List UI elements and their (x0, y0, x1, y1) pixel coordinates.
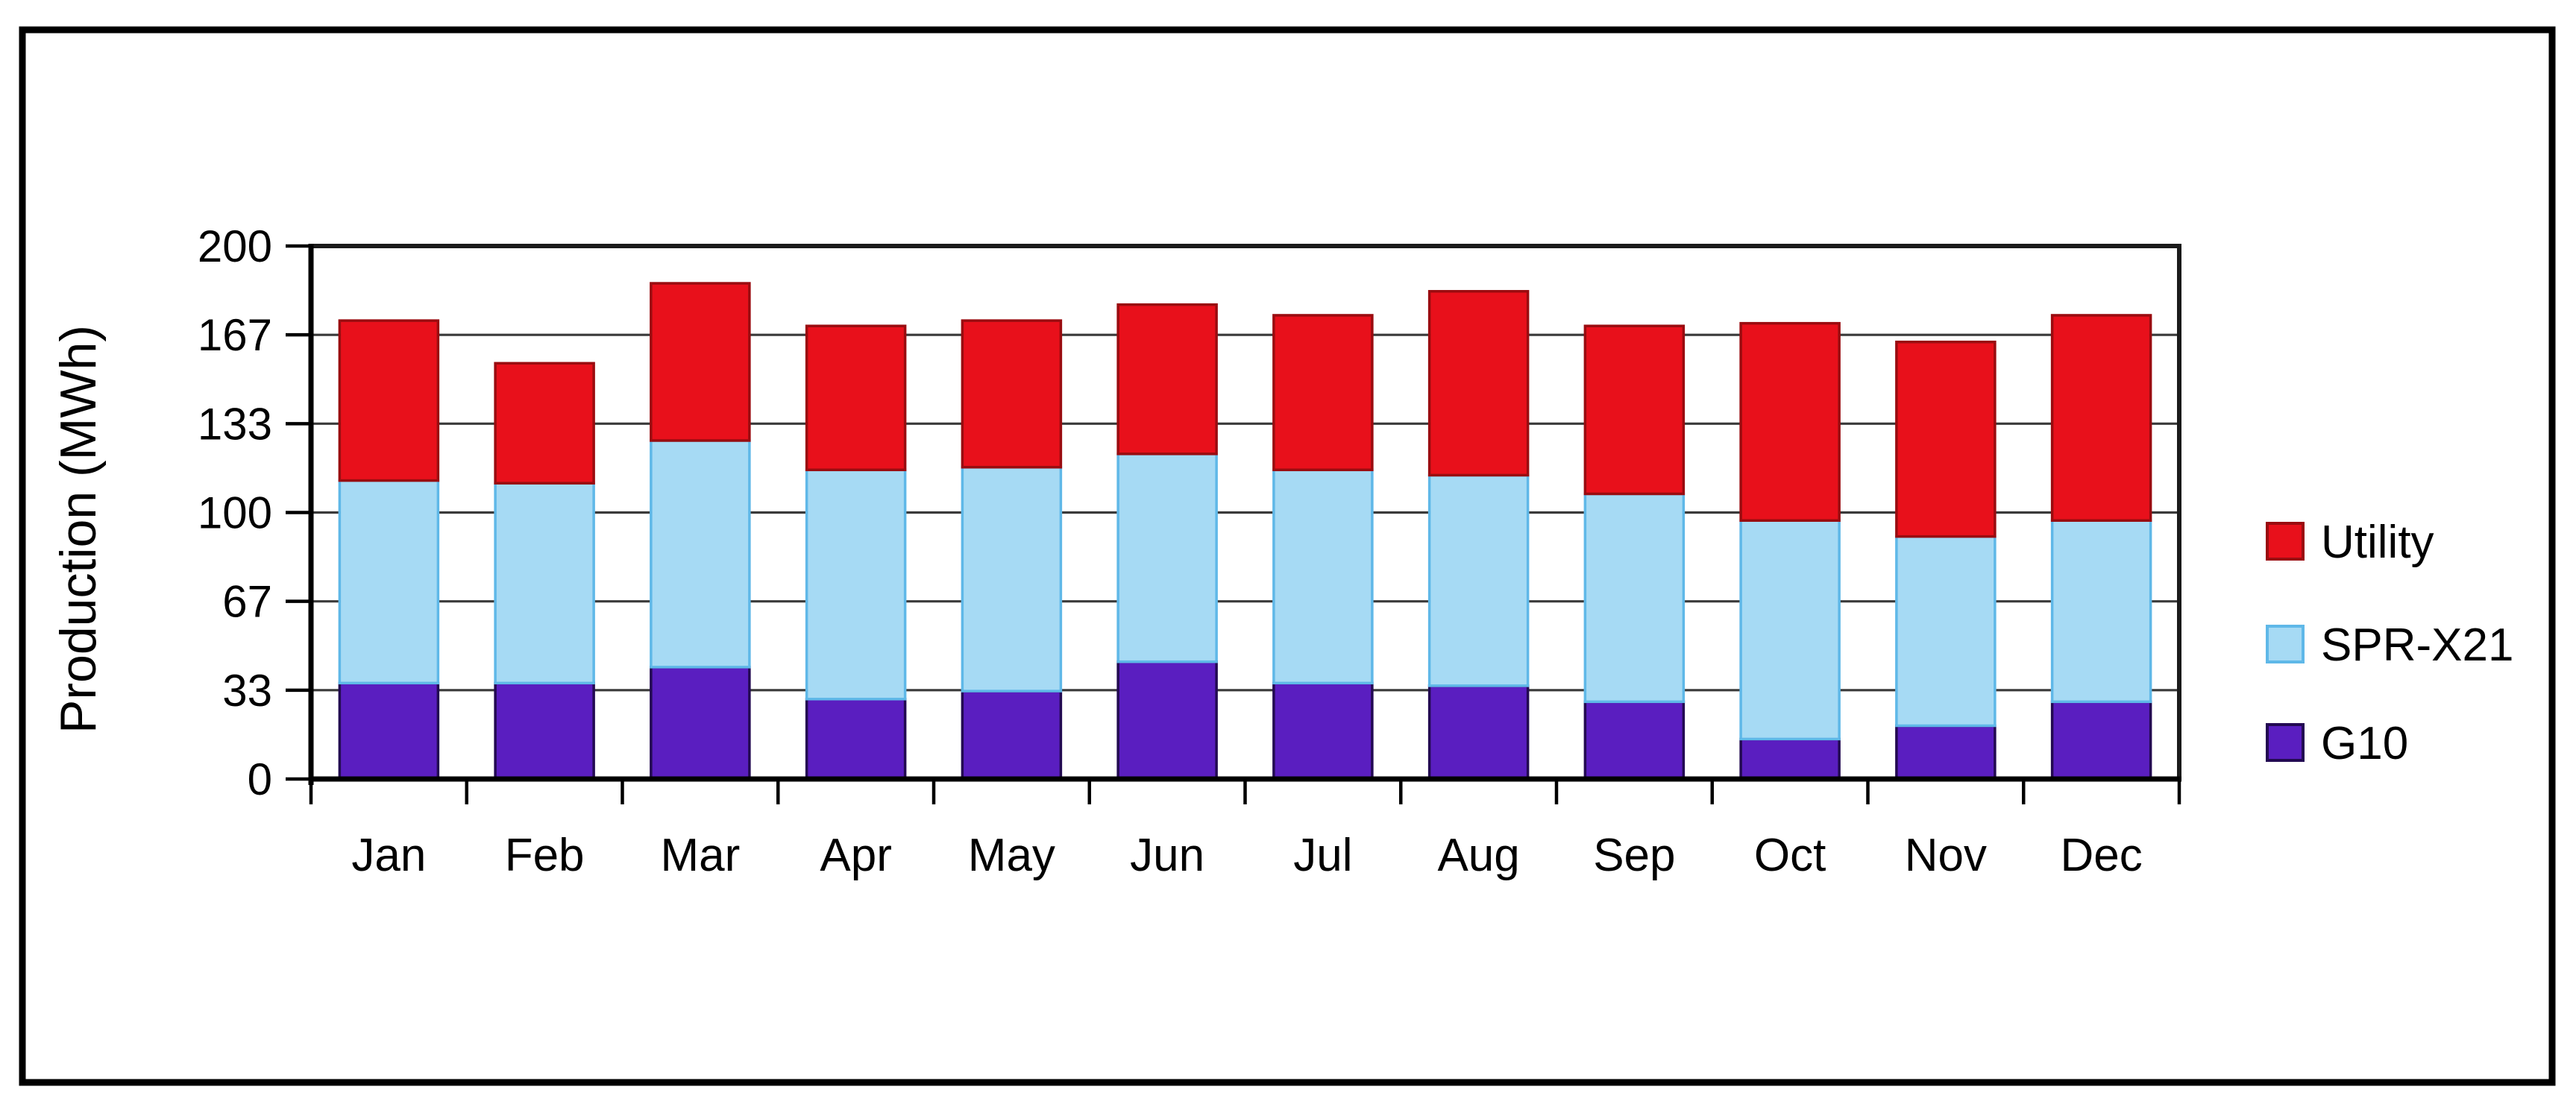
bar-segment-spr-x21-jun (1116, 452, 1218, 663)
bar-segment-g10-mar (650, 666, 751, 781)
x-tick-label-may: May (968, 830, 1055, 881)
bar-segment-g10-nov (1895, 724, 1997, 781)
bar-segment-utility-nov (1895, 340, 1997, 538)
y-tick-label: 167 (198, 310, 272, 360)
bar-segment-g10-jun (1116, 660, 1218, 781)
bar-segment-utility-aug (1427, 290, 1530, 477)
bar-segment-g10-may (961, 690, 1063, 781)
bar-segment-spr-x21-jul (1272, 468, 1374, 685)
bar-segment-utility-jul (1272, 314, 1374, 472)
bar-segment-utility-sep (1583, 324, 1686, 496)
x-tick-label-feb: Feb (505, 830, 585, 881)
bar-segment-spr-x21-apr (805, 468, 907, 701)
y-tick-label: 133 (198, 399, 272, 449)
bar-segment-spr-x21-may (961, 465, 1063, 693)
legend-label-spr-x21: SPR-X21 (2321, 619, 2513, 671)
bar-segment-g10-apr (805, 698, 907, 781)
bar-segment-utility-feb (494, 362, 595, 485)
bar-segment-g10-dec (2050, 700, 2152, 781)
bar-segment-utility-jan (338, 319, 440, 482)
bar-segment-g10-feb (494, 681, 595, 781)
bar-segment-g10-aug (1427, 684, 1530, 781)
y-tick-label: 0 (248, 754, 272, 804)
figure-border (19, 26, 2556, 1086)
bar-segment-utility-jun (1116, 303, 1218, 455)
x-tick-label-apr: Apr (820, 830, 891, 881)
bar-segment-utility-apr (805, 324, 907, 472)
y-tick-label: 100 (198, 488, 272, 538)
x-tick-label-nov: Nov (1905, 830, 1987, 881)
x-tick-label-jul: Jul (1293, 830, 1352, 881)
bar-segment-utility-may (961, 319, 1063, 469)
legend: Utility SPR-X21 G10 (2266, 517, 2513, 769)
bar-segment-spr-x21-oct (1739, 519, 1841, 741)
x-tick-label-jun: Jun (1130, 830, 1204, 881)
gridlines-layer (311, 333, 2179, 692)
bar-segment-spr-x21-feb (494, 482, 595, 685)
ticks-layer (286, 244, 2181, 804)
legend-swatch-utility (2266, 522, 2305, 561)
legend-swatch-g10 (2266, 723, 2305, 762)
bar-segment-utility-mar (650, 282, 751, 442)
bar-segment-spr-x21-mar (650, 439, 751, 669)
y-tick-label: 67 (222, 577, 272, 627)
y-axis-title: Production (MWh) (50, 325, 107, 734)
bars-layer (338, 282, 2152, 781)
x-tick-label-sep: Sep (1593, 830, 1675, 881)
bar-segment-g10-jan (338, 681, 440, 781)
legend-swatch-spr-x21 (2266, 625, 2305, 663)
x-tick-label-jan: Jan (351, 830, 426, 881)
bar-segment-g10-jul (1272, 681, 1374, 781)
bar-segment-utility-oct (1739, 321, 1841, 522)
legend-label-utility: Utility (2321, 517, 2434, 568)
bar-segment-spr-x21-aug (1427, 473, 1530, 687)
legend-label-g10: G10 (2321, 718, 2408, 769)
bar-segment-utility-dec (2050, 314, 2152, 522)
bar-segment-spr-x21-dec (2050, 519, 2152, 704)
bar-segment-spr-x21-jan (338, 479, 440, 685)
x-tick-label-oct: Oct (1754, 830, 1826, 881)
bar-segment-g10-sep (1583, 700, 1686, 781)
x-tick-label-dec: Dec (2060, 830, 2142, 881)
x-tick-label-aug: Aug (1437, 830, 1519, 881)
y-tick-label: 200 (198, 221, 272, 271)
bar-segment-spr-x21-sep (1583, 492, 1686, 704)
bar-segment-spr-x21-nov (1895, 534, 1997, 728)
axis-labels-layer: 0 33 67 100 133 167 200 Jan Feb Mar Apr May Jun Jul Au… (198, 221, 2143, 881)
bar-segment-g10-oct (1739, 737, 1841, 781)
x-tick-label-mar: Mar (660, 830, 740, 881)
y-tick-label: 33 (222, 666, 272, 716)
